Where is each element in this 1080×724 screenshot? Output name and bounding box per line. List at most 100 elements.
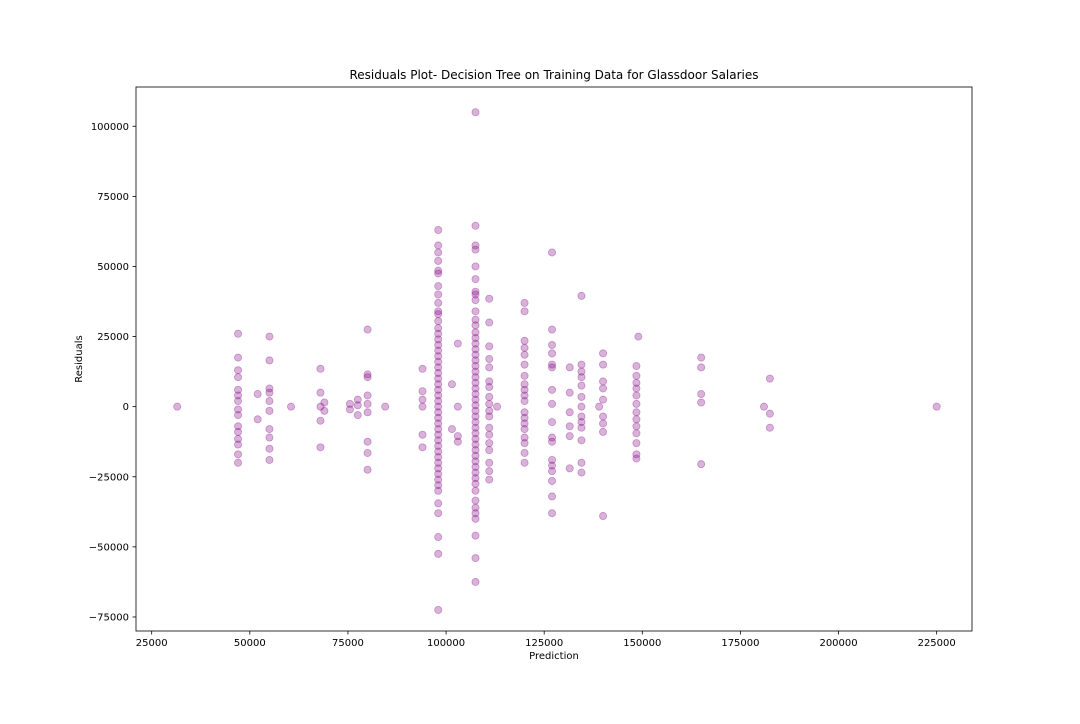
data-point xyxy=(577,402,586,411)
data-point xyxy=(316,416,325,425)
y-tick-label: −25000 xyxy=(89,472,129,483)
data-point xyxy=(932,402,941,411)
data-point xyxy=(418,402,427,411)
data-point xyxy=(265,356,274,365)
data-point xyxy=(548,385,557,394)
x-axis-label: Prediction xyxy=(529,651,579,662)
data-point xyxy=(632,391,641,400)
data-point xyxy=(577,381,586,390)
data-point xyxy=(632,399,641,408)
data-point xyxy=(520,391,529,400)
data-point xyxy=(520,350,529,359)
data-point xyxy=(471,367,480,376)
data-point xyxy=(363,373,372,382)
chart-title: Residuals Plot- Decision Tree on Trainin… xyxy=(349,68,758,82)
data-point xyxy=(548,433,557,442)
data-point xyxy=(599,360,608,369)
data-point xyxy=(434,248,443,257)
data-point xyxy=(485,392,494,401)
data-point xyxy=(434,340,443,349)
data-point xyxy=(287,402,296,411)
data-point xyxy=(471,290,480,299)
data-point xyxy=(471,262,480,271)
data-point xyxy=(471,531,480,540)
data-point xyxy=(632,371,641,380)
data-point xyxy=(471,384,480,393)
data-point xyxy=(265,444,274,453)
data-point xyxy=(434,335,443,344)
data-point xyxy=(599,384,608,393)
data-point xyxy=(632,439,641,448)
data-point xyxy=(485,406,494,415)
data-point xyxy=(520,298,529,307)
data-point xyxy=(434,357,443,366)
data-point xyxy=(471,221,480,230)
data-point xyxy=(320,398,329,407)
data-point xyxy=(548,509,557,518)
data-point xyxy=(577,423,586,432)
data-point xyxy=(471,339,480,348)
data-point xyxy=(485,342,494,351)
data-point xyxy=(234,440,243,449)
data-point xyxy=(520,336,529,345)
data-point xyxy=(234,397,243,406)
data-point xyxy=(471,434,480,443)
data-point xyxy=(485,446,494,455)
data-point xyxy=(363,408,372,417)
data-point xyxy=(697,390,706,399)
x-tick-label: 150000 xyxy=(623,638,661,649)
data-point xyxy=(577,412,586,421)
data-point xyxy=(520,458,529,467)
data-point xyxy=(471,440,480,449)
data-point xyxy=(234,329,243,338)
data-point xyxy=(548,437,557,446)
data-point xyxy=(434,266,443,275)
data-point xyxy=(471,362,480,371)
data-point xyxy=(565,422,574,431)
y-tick-label: 25000 xyxy=(97,332,129,343)
data-point xyxy=(363,465,372,474)
data-point xyxy=(353,401,362,410)
data-point xyxy=(471,315,480,324)
data-point xyxy=(548,467,557,476)
data-point xyxy=(765,409,774,418)
data-point xyxy=(471,429,480,438)
x-tick-label: 50000 xyxy=(234,638,266,649)
x-tick-label: 175000 xyxy=(721,638,759,649)
data-point xyxy=(434,374,443,383)
data-point xyxy=(577,418,586,427)
data-point xyxy=(471,468,480,477)
data-point xyxy=(434,317,443,326)
data-point xyxy=(434,380,443,389)
data-point xyxy=(548,325,557,334)
data-point xyxy=(418,443,427,452)
data-point xyxy=(345,405,354,414)
data-point xyxy=(520,439,529,448)
data-point xyxy=(485,423,494,432)
data-point xyxy=(548,363,557,372)
data-point xyxy=(471,296,480,305)
data-point xyxy=(434,346,443,355)
y-axis-label: Residuals xyxy=(74,335,85,382)
data-point xyxy=(434,453,443,462)
data-point xyxy=(434,402,443,411)
data-point xyxy=(434,486,443,495)
data-point xyxy=(548,492,557,501)
data-point xyxy=(434,324,443,333)
data-point xyxy=(434,430,443,439)
data-point xyxy=(434,408,443,417)
data-point xyxy=(493,402,502,411)
data-point xyxy=(548,349,557,358)
data-point xyxy=(320,406,329,415)
data-point xyxy=(577,291,586,300)
data-point xyxy=(471,378,480,387)
data-point xyxy=(632,415,641,424)
data-point xyxy=(265,332,274,341)
data-point xyxy=(363,437,372,446)
data-point xyxy=(471,423,480,432)
data-point xyxy=(418,430,427,439)
data-point xyxy=(759,402,768,411)
data-point xyxy=(520,413,529,422)
data-point xyxy=(471,328,480,337)
